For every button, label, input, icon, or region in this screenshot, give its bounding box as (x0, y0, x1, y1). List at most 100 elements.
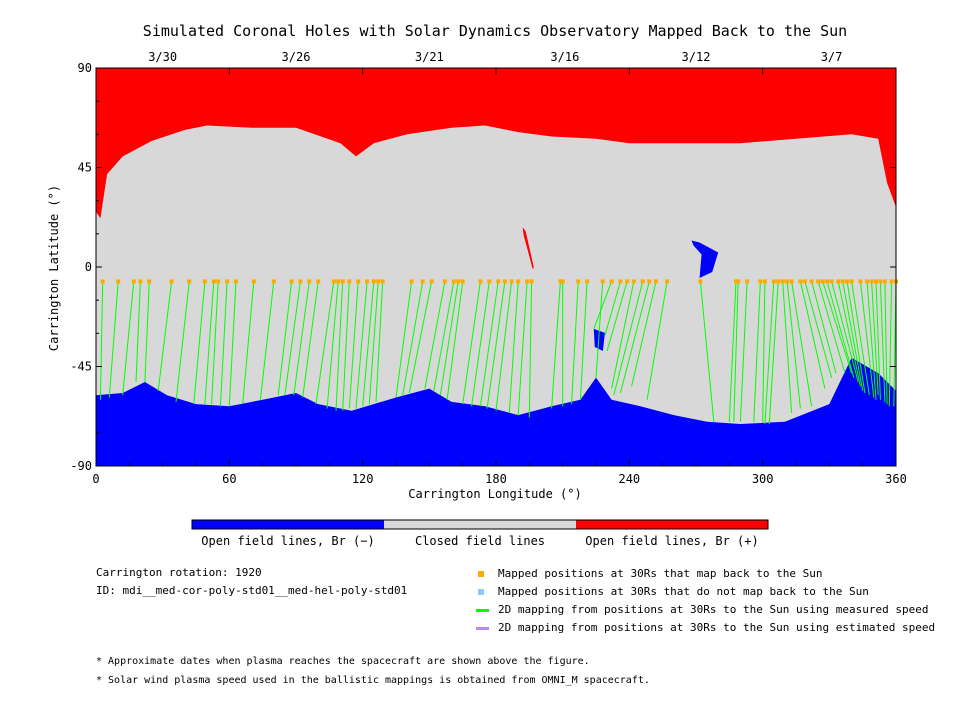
mapped-point (331, 279, 336, 284)
mapped-point (789, 279, 794, 284)
mapped-point (211, 279, 216, 284)
mapping-line (888, 281, 893, 407)
mapped-point (785, 279, 790, 284)
top-date-label: 3/21 (415, 50, 444, 64)
mapped-point (640, 279, 645, 284)
top-date-label: 3/26 (282, 50, 311, 64)
mapped-point (780, 279, 785, 284)
colorbar-label: Closed field lines (415, 534, 545, 548)
mapping-line (826, 281, 855, 378)
mapping-line (219, 281, 228, 407)
y-tick-label: 90 (78, 61, 92, 75)
mapping-line (508, 281, 519, 413)
mapped-point (845, 279, 850, 284)
mapping-line (348, 281, 359, 409)
mapping-line (699, 281, 715, 422)
mapped-point (869, 279, 874, 284)
mapped-point (798, 279, 803, 284)
legend-measured-label: 2D mapping from positions at 30Rs to the… (498, 603, 929, 616)
mapping-line (495, 281, 513, 411)
mapping-line (613, 281, 644, 396)
unmapped-swatch (478, 589, 484, 595)
mapped-point (376, 279, 381, 284)
mapping-line (471, 281, 490, 407)
mapped-point (576, 279, 581, 284)
mapping-line (804, 281, 833, 378)
mapped-point (336, 279, 341, 284)
colorbar-segment (384, 520, 576, 529)
mapping-lines (99, 281, 897, 425)
mapped-point (802, 279, 807, 284)
estimated-swatch (476, 627, 489, 630)
mapping-line (875, 281, 881, 400)
mapped-point (371, 279, 376, 284)
mapping-line (326, 281, 339, 409)
mapped-point (585, 279, 590, 284)
mapping-line (733, 281, 739, 422)
mapped-point (509, 279, 514, 284)
y-axis-label: Carrington Latitude (°) (47, 185, 61, 351)
mapping-line (204, 281, 215, 405)
mapping-line (99, 281, 104, 400)
top-date-label: 3/30 (148, 50, 177, 64)
mapping-line (799, 281, 826, 389)
mapping-line (859, 281, 875, 398)
mapped-point (187, 279, 192, 284)
mapped-point (840, 279, 845, 284)
mapping-line (342, 281, 350, 411)
mapping-line (831, 281, 859, 383)
mapped-point (225, 279, 230, 284)
mapping-line (517, 281, 528, 416)
x-tick-label: 360 (885, 472, 907, 486)
colorbar-label: Open field lines, Br (+) (585, 534, 758, 548)
mapped-point (216, 279, 221, 284)
mapped-point (202, 279, 207, 284)
mapping-line (293, 281, 310, 396)
x-axis-label: Carrington Longitude (°) (408, 487, 581, 501)
legend-mapped-label: Mapped positions at 30Rs that map back t… (498, 567, 823, 580)
colorbar: Open field lines, Br (−) Closed field lin… (191, 519, 769, 548)
mapping-line (571, 281, 579, 405)
mapped-point (442, 279, 447, 284)
mapped-point (116, 279, 121, 284)
mapped-point (889, 279, 894, 284)
mapped-point (100, 279, 105, 284)
mapping-line (446, 281, 464, 400)
mapping-line (619, 281, 650, 394)
mapped-point (560, 279, 565, 284)
north-positive-open-region (96, 68, 896, 219)
mapped-point (298, 279, 303, 284)
mapped-point (316, 279, 321, 284)
mapping-line (375, 281, 384, 402)
legend-unmapped-label: Mapped positions at 30Rs that do not map… (498, 585, 869, 598)
mapping-line (277, 281, 293, 396)
mapped-point (836, 279, 841, 284)
mapped-point (380, 279, 385, 284)
mapped-point (882, 279, 887, 284)
mapped-point (858, 279, 863, 284)
mapped-point (131, 279, 136, 284)
mapped-point (631, 279, 636, 284)
mapping-line (108, 281, 119, 398)
mapped-point (654, 279, 658, 284)
mapping-line (768, 281, 779, 425)
top-date-label: 3/16 (550, 50, 579, 64)
mapping-line (395, 281, 413, 398)
mapped-point (289, 279, 294, 284)
mapping-line (579, 281, 588, 400)
small-feature-negative (691, 240, 719, 279)
mapping-line (259, 281, 275, 400)
mapped-point (502, 279, 507, 284)
y-tick-label: 45 (78, 161, 92, 175)
mapped-point (874, 279, 878, 284)
mapped-point (347, 279, 352, 284)
mapping-line (157, 281, 173, 391)
mapped-swatch (478, 571, 484, 577)
mapping-line (402, 281, 424, 396)
mapped-point (600, 279, 605, 284)
colorbar-frame (191, 519, 769, 530)
mapped-point (665, 279, 670, 284)
mapped-point (138, 279, 143, 284)
mapped-point (609, 279, 614, 284)
